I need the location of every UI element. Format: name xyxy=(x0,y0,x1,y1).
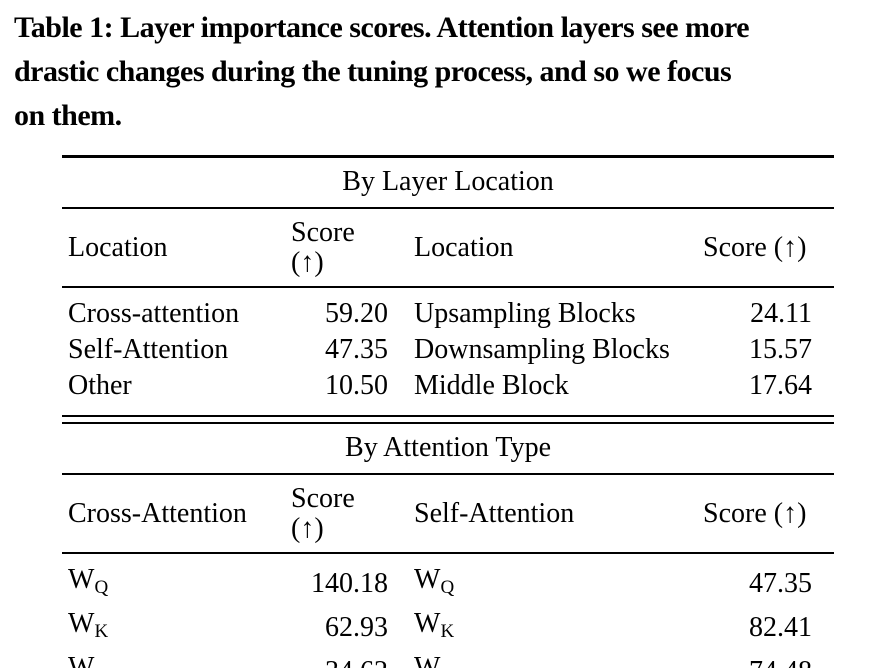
table-row: WK 62.93 WK 82.41 xyxy=(62,606,834,650)
table-row: Self-Attention 47.35 Downsampling Blocks… xyxy=(62,332,834,368)
column-header-score-left: Score (↑) xyxy=(290,208,392,288)
location-cell: Upsampling Blocks xyxy=(414,298,636,329)
score-cell: 74.48 xyxy=(702,650,834,668)
weight-subscript: Q xyxy=(440,577,455,598)
location-cell: Downsampling Blocks xyxy=(414,334,670,365)
location-cell: Cross-attention xyxy=(68,298,240,329)
table-title-row: By Attention Type xyxy=(62,423,835,475)
weight-subscript: Q xyxy=(94,577,109,598)
score-cell: 17.64 xyxy=(749,370,813,401)
table-row: WV 34.62 WV 74.48 xyxy=(62,650,834,668)
table-caption: Table 1: Layer importance scores. Attent… xyxy=(14,6,886,138)
score-cell: 34.62 xyxy=(290,650,392,668)
location-cell: Self-Attention xyxy=(68,334,229,365)
weight-base: W xyxy=(68,564,95,595)
location-cell: Middle Block xyxy=(414,370,569,401)
table-row: WQ 140.18 WQ 47.35 xyxy=(62,553,834,606)
weight-matrix-cell: WV xyxy=(62,650,290,668)
caption-line-3: on them. xyxy=(14,99,122,132)
weight-subscript: V xyxy=(440,665,454,668)
column-header-row: Location Score (↑) Location Score (↑) xyxy=(62,208,835,288)
score-cell: 62.93 xyxy=(325,612,388,643)
table-row: Other 10.50 Middle Block 17.64 xyxy=(62,368,834,416)
weight-base: W xyxy=(68,652,95,668)
column-header-score-right: Score (↑) xyxy=(702,208,835,288)
weight-base: W xyxy=(414,652,441,668)
table-title-row: By Layer Location xyxy=(62,156,835,209)
column-header-score-left: Score (↑) xyxy=(290,474,392,554)
table-title: By Layer Location xyxy=(62,156,835,209)
table-row: Cross-attention 59.20 Upsampling Blocks … xyxy=(62,287,834,332)
column-header-row: Cross-Attention Score (↑) Self-Attention… xyxy=(62,474,835,554)
score-cell: 140.18 xyxy=(311,568,388,599)
score-cell: 15.57 xyxy=(749,334,813,365)
column-header-self-attention: Self-Attention xyxy=(392,474,702,554)
score-cell: 24.11 xyxy=(750,298,813,329)
by-layer-location-table: By Layer Location Location Score (↑) Loc… xyxy=(62,155,835,417)
column-header-cross-attention: Cross-Attention xyxy=(62,474,290,554)
caption-line-1: Table 1: Layer importance scores. Attent… xyxy=(14,11,750,44)
weight-matrix-cell: WQ xyxy=(62,553,290,606)
weight-subscript: V xyxy=(94,665,108,668)
weight-matrix-cell: WK xyxy=(392,606,702,650)
score-cell: 59.20 xyxy=(325,298,388,329)
weight-base: W xyxy=(414,608,441,639)
table-group: By Layer Location Location Score (↑) Loc… xyxy=(62,155,835,668)
score-cell: 47.35 xyxy=(325,334,388,365)
score-cell: 10.50 xyxy=(325,370,388,401)
weight-matrix-cell: WQ xyxy=(392,553,702,606)
score-cell: 47.35 xyxy=(749,568,813,599)
table-title: By Attention Type xyxy=(62,423,835,475)
by-attention-type-table: By Attention Type Cross-Attention Score … xyxy=(62,422,835,668)
weight-base: W xyxy=(414,564,441,595)
score-cell: 82.41 xyxy=(749,612,813,643)
caption-line-2: drastic changes during the tuning proces… xyxy=(14,55,732,88)
column-header-location-right: Location xyxy=(392,208,702,288)
weight-subscript: K xyxy=(440,621,455,642)
location-cell: Other xyxy=(68,370,132,401)
weight-matrix-cell: WV xyxy=(392,650,702,668)
column-header-location-left: Location xyxy=(62,208,290,288)
column-header-score-right: Score (↑) xyxy=(702,474,835,554)
weight-subscript: K xyxy=(94,621,109,642)
weight-matrix-cell: WK xyxy=(62,606,290,650)
weight-base: W xyxy=(68,608,95,639)
